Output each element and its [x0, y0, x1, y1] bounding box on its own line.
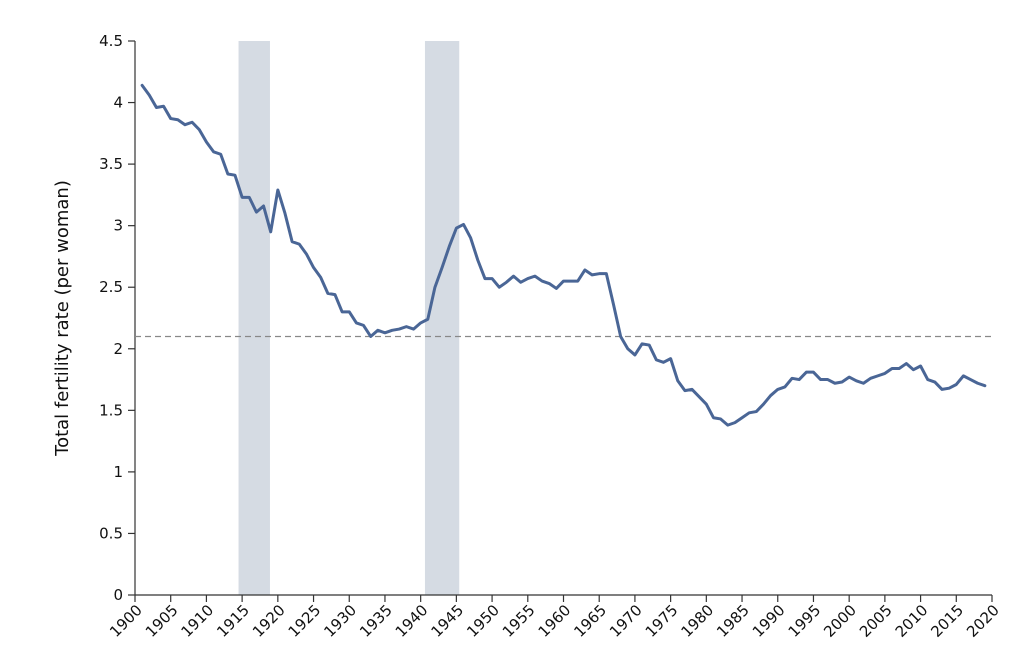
x-tick-label: 1965 [570, 601, 610, 641]
x-tick-label: 1925 [285, 601, 325, 641]
x-tick-label: 1970 [606, 601, 646, 641]
x-tick-label: 1980 [677, 601, 717, 641]
x-tick-label: 2000 [820, 601, 860, 641]
y-tick-label: 3 [113, 217, 123, 235]
x-tick-label: 2015 [927, 601, 967, 641]
y-tick-label: 4 [113, 94, 123, 112]
x-tick-label: 1940 [392, 601, 432, 641]
x-tick-label: 1955 [499, 601, 539, 641]
x-tick-label: 1975 [642, 601, 682, 641]
x-tick-label: 1950 [463, 601, 503, 641]
x-tick-label: 1900 [106, 601, 146, 641]
x-tick-label: 1960 [535, 601, 575, 641]
x-tick-label: 2010 [892, 601, 932, 641]
x-tick-label: 1935 [356, 601, 396, 641]
shaded-period-2 [424, 41, 460, 595]
y-tick-label: 0 [113, 586, 123, 604]
x-tick-label: 2005 [856, 601, 896, 641]
x-tick-label: 1910 [178, 601, 218, 641]
x-axis-ticks: 1900190519101915192019251930193519401945… [106, 595, 1003, 641]
x-tick-label: 1920 [249, 601, 289, 641]
y-axis-ticks: 0 0.5 1 1.5 2 2.5 3 3.5 4 4.5 [99, 32, 135, 604]
shaded-period-bands [238, 41, 460, 595]
x-tick-label: 1930 [320, 601, 360, 641]
x-tick-label: 1995 [785, 601, 825, 641]
y-tick-label: 1 [113, 463, 123, 481]
x-tick-label: 1985 [713, 601, 753, 641]
x-tick-label: 1915 [213, 601, 253, 641]
fertility-rate-series-line [140, 83, 987, 427]
x-tick-label: 2020 [963, 601, 1003, 641]
x-tick-label: 1905 [142, 601, 182, 641]
y-axis-title: Total fertility rate (per woman) [52, 180, 73, 457]
y-tick-label: 2.5 [99, 278, 123, 296]
y-tick-label: 3.5 [99, 155, 123, 173]
y-tick-label: 4.5 [99, 32, 123, 50]
y-tick-label: 2 [113, 340, 123, 358]
x-tick-label: 1990 [749, 601, 789, 641]
x-tick-label: 1945 [427, 601, 467, 641]
y-tick-label: 1.5 [99, 401, 123, 419]
shaded-period-1 [238, 41, 270, 595]
y-tick-label: 0.5 [99, 524, 123, 542]
